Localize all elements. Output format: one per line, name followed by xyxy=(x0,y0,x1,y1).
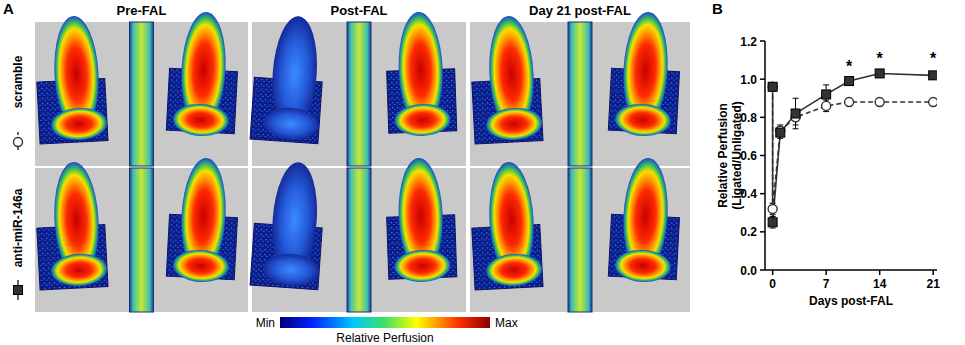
tail xyxy=(130,168,154,312)
y-tick-label: 0.2 xyxy=(740,225,757,239)
x-tick-label: 14 xyxy=(873,277,887,291)
tail xyxy=(347,168,371,312)
y-tick xyxy=(760,155,765,157)
annotation: * xyxy=(846,58,853,75)
paw-toes xyxy=(614,249,672,284)
y-tick xyxy=(760,269,765,271)
perfusion-image xyxy=(468,156,690,312)
paw xyxy=(468,161,543,290)
legend-marker xyxy=(14,286,23,295)
colorbar-label: Relative Perfusion xyxy=(336,331,433,345)
paw xyxy=(250,13,327,143)
figure: A Pre-FAL Post-FAL Day 21 post-FAL scramble a… xyxy=(0,0,965,345)
paw xyxy=(468,15,543,144)
data-point xyxy=(845,98,854,107)
y-tick-label: 1.2 xyxy=(740,35,757,49)
paw xyxy=(166,156,240,283)
paw xyxy=(385,157,457,283)
paw-toes xyxy=(262,106,320,142)
y-tick xyxy=(760,78,765,80)
column-header: Post-FAL xyxy=(330,3,387,18)
data-point xyxy=(875,98,884,107)
x-tick-label: 21 xyxy=(926,277,940,291)
paw-toes xyxy=(50,107,108,142)
row-label: anti-miR-146a xyxy=(11,188,25,267)
perfusion-image xyxy=(33,156,248,312)
perfusion-image xyxy=(468,10,690,166)
colorbar-max: Max xyxy=(495,316,518,330)
column-header: Day 21 post-FAL xyxy=(529,3,631,18)
paw-toes xyxy=(394,249,451,283)
data-point xyxy=(768,218,777,227)
paw-toes xyxy=(262,252,320,288)
tail xyxy=(568,168,592,312)
x-tick xyxy=(825,270,827,275)
colorbar-min: Min xyxy=(256,316,275,330)
data-point xyxy=(776,128,785,137)
perfusion-image xyxy=(250,157,466,312)
x-axis xyxy=(765,269,937,271)
data-point xyxy=(845,77,854,86)
annotation: * xyxy=(877,50,884,67)
tail xyxy=(568,22,592,166)
data-point xyxy=(768,82,777,91)
paw-toes xyxy=(485,107,543,142)
x-tick xyxy=(772,270,774,275)
perfusion-image xyxy=(33,10,248,166)
y-tick xyxy=(760,40,765,42)
y-tick-label: 1.0 xyxy=(740,73,757,87)
data-point xyxy=(929,71,937,80)
paw xyxy=(33,161,108,290)
data-point xyxy=(768,204,777,213)
paw-toes xyxy=(614,103,672,138)
series-line xyxy=(773,73,934,222)
data-point xyxy=(768,82,777,91)
y-axis-label: Relative Perfusion xyxy=(716,103,730,208)
paw xyxy=(166,10,240,137)
column-header: Pre-FAL xyxy=(117,3,167,18)
legend-marker xyxy=(14,138,23,147)
axes: 0.00.20.40.60.81.01.2071421 xyxy=(740,35,940,292)
paw xyxy=(250,159,327,289)
y-tick xyxy=(760,193,765,195)
tail xyxy=(130,22,154,166)
colorbar xyxy=(280,317,490,328)
paw-toes xyxy=(172,249,230,284)
paw xyxy=(33,15,108,144)
annotation: * xyxy=(930,50,937,67)
data-point xyxy=(822,101,831,110)
panel-label: B xyxy=(712,0,723,17)
tail xyxy=(347,22,371,166)
x-tick-label: 7 xyxy=(823,277,830,291)
data-point xyxy=(929,98,937,107)
paw-toes xyxy=(485,253,543,288)
x-tick-label: 0 xyxy=(769,277,776,291)
data-point xyxy=(791,109,800,118)
paw xyxy=(608,156,682,283)
y-tick xyxy=(760,117,765,119)
plot-area xyxy=(768,69,937,228)
paw-toes xyxy=(50,253,108,288)
row-label: scramble xyxy=(11,55,25,108)
paw-toes xyxy=(394,103,451,137)
paw-toes xyxy=(172,103,230,138)
x-tick xyxy=(932,270,934,275)
y-tick xyxy=(760,231,765,233)
x-axis-label: Days post-FAL xyxy=(809,294,893,308)
y-tick-label: 0.0 xyxy=(740,264,757,278)
paw xyxy=(385,11,457,137)
paw xyxy=(608,10,682,137)
perfusion-image xyxy=(250,11,466,166)
y-axis-label: (Ligated/Unligated) xyxy=(730,101,744,210)
series-line xyxy=(773,87,934,209)
data-point xyxy=(875,69,884,78)
x-tick xyxy=(879,270,881,275)
panel-label: A xyxy=(3,0,14,17)
data-point xyxy=(822,90,831,99)
